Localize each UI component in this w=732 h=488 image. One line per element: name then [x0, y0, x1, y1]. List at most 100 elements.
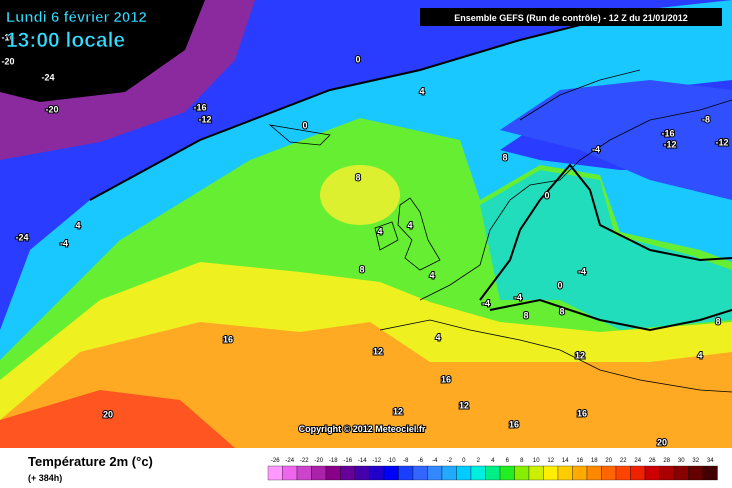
contour-label: 4 [697, 350, 702, 360]
contour-label: 12 [393, 406, 403, 416]
legend-swatch [615, 465, 631, 481]
legend-swatch [383, 465, 399, 481]
copyright: Copyright © 2012 Meteociel.fr [299, 424, 426, 434]
legend-swatch [282, 465, 298, 481]
legend-swatch [427, 465, 443, 481]
legend-tick-label: -6 [418, 458, 424, 464]
lead-time: (+ 384h) [28, 473, 62, 483]
map-time: 13:00 locale [6, 29, 125, 52]
legend-tick-label: 16 [576, 458, 583, 464]
contour-label: -16 [1, 32, 14, 42]
legend-swatch [311, 465, 327, 481]
legend-swatch [412, 465, 428, 481]
coast-uk [397, 197, 441, 271]
legend-tick-label: -26 [271, 458, 280, 464]
legend-tick-label: 24 [634, 458, 641, 464]
legend-tick-label: -14 [358, 458, 367, 464]
legend-tick-label: 18 [591, 458, 598, 464]
run-info: Ensemble GEFS (Run de contrôle) - 12 Z d… [454, 13, 688, 23]
contour-label: -16 [193, 102, 206, 112]
contour-label: -16 [661, 128, 674, 138]
map: 04084-4-24448416124161212161620208-4-16-… [0, 0, 732, 448]
legend-swatch [543, 465, 559, 481]
legend-tick-label: 30 [678, 458, 685, 464]
contour-label: -20 [1, 56, 14, 66]
contour-label: 4 [429, 270, 434, 280]
legend-swatch [586, 465, 602, 481]
contour-label: 4 [419, 86, 424, 96]
legend-tick-label: 26 [649, 458, 656, 464]
legend-tick-label: -4 [432, 458, 438, 464]
contour-label: -4 [514, 292, 522, 302]
legend-swatch [644, 465, 660, 481]
contour-label: 12 [373, 346, 383, 356]
legend-swatch [267, 465, 283, 481]
zone-teal [480, 170, 732, 330]
legend-tick-label: -16 [343, 458, 352, 464]
contour-label: -12 [198, 114, 211, 124]
contour-label: 8 [355, 172, 360, 182]
legend-tick-label: 34 [707, 458, 714, 464]
contour-label: 16 [441, 374, 451, 384]
legend-tick-label: -10 [387, 458, 396, 464]
color-legend: -26 -24 -22 -20 -18 -16 -14 -12 -10 -8 -6 -4 -2 0 2 4 6 8… [267, 458, 718, 481]
contour-label: 12 [459, 400, 469, 410]
legend-tick-label: -24 [285, 458, 294, 464]
legend-tick-label: 4 [491, 458, 495, 464]
legend-tick-label: 14 [562, 458, 569, 464]
contour-label: 8 [559, 306, 564, 316]
contour-label: -12 [663, 139, 676, 149]
contour-line [479, 163, 732, 301]
legend-tick-label: 32 [692, 458, 699, 464]
legend-tick-label: 12 [547, 458, 554, 464]
legend-swatch [369, 465, 385, 481]
legend-tick-label: -2 [447, 458, 453, 464]
legend-swatch [528, 465, 544, 481]
coast-scandinavia [519, 69, 641, 121]
contour-label: 8 [523, 310, 528, 320]
legend-tick-label: 22 [620, 458, 627, 464]
legend-tick-label: -20 [314, 458, 323, 464]
contour-label: -4 [578, 266, 586, 276]
legend-swatch [325, 465, 341, 481]
legend-tick-label: 20 [605, 458, 612, 464]
map-title: Lundi 6 février 2012 [6, 9, 147, 26]
legend-swatch [601, 465, 617, 481]
contour-label: -4 [592, 144, 600, 154]
contour-label: 4 [377, 226, 382, 236]
zero-isotherm [89, 9, 732, 332]
contour-label: 8 [359, 264, 364, 274]
contour-labels: 04084-4-24448416124161212161620208-4-16-… [0, 31, 729, 448]
contour-label: 0 [557, 280, 562, 290]
contour-label: 4 [435, 332, 440, 342]
contour-label: 12 [575, 350, 585, 360]
legend-swatch [296, 465, 312, 481]
coast-europe [419, 99, 732, 301]
contour-label: -8 [702, 114, 710, 124]
coastlines [268, 69, 732, 393]
legend-tick-label: 8 [520, 458, 524, 464]
zone-yellow-blob [320, 165, 400, 225]
contour-line [89, 9, 641, 201]
legend-swatch [499, 465, 515, 481]
legend-swatch [688, 465, 704, 481]
run-box [420, 8, 722, 26]
legend-swatch [340, 465, 356, 481]
variable-name: Température 2m (°c) [28, 454, 153, 469]
legend-swatch [485, 465, 501, 481]
contour-label: -12 [715, 137, 728, 147]
contour-label: 4 [75, 220, 80, 230]
coldest-region [0, 0, 205, 102]
legend-swatch [673, 465, 689, 481]
contour-label: -24 [41, 72, 54, 82]
legend-swatch [514, 465, 530, 481]
contour-label: 4 [407, 220, 412, 230]
legend-tick-label: -18 [329, 458, 338, 464]
legend-swatch [354, 465, 370, 481]
contour-label: 16 [223, 334, 233, 344]
zone-blue [500, 80, 732, 200]
contour-label: 16 [509, 419, 519, 429]
contour-label: -4 [482, 298, 490, 308]
contour-label: -4 [60, 238, 68, 248]
coast-ireland [374, 221, 399, 251]
